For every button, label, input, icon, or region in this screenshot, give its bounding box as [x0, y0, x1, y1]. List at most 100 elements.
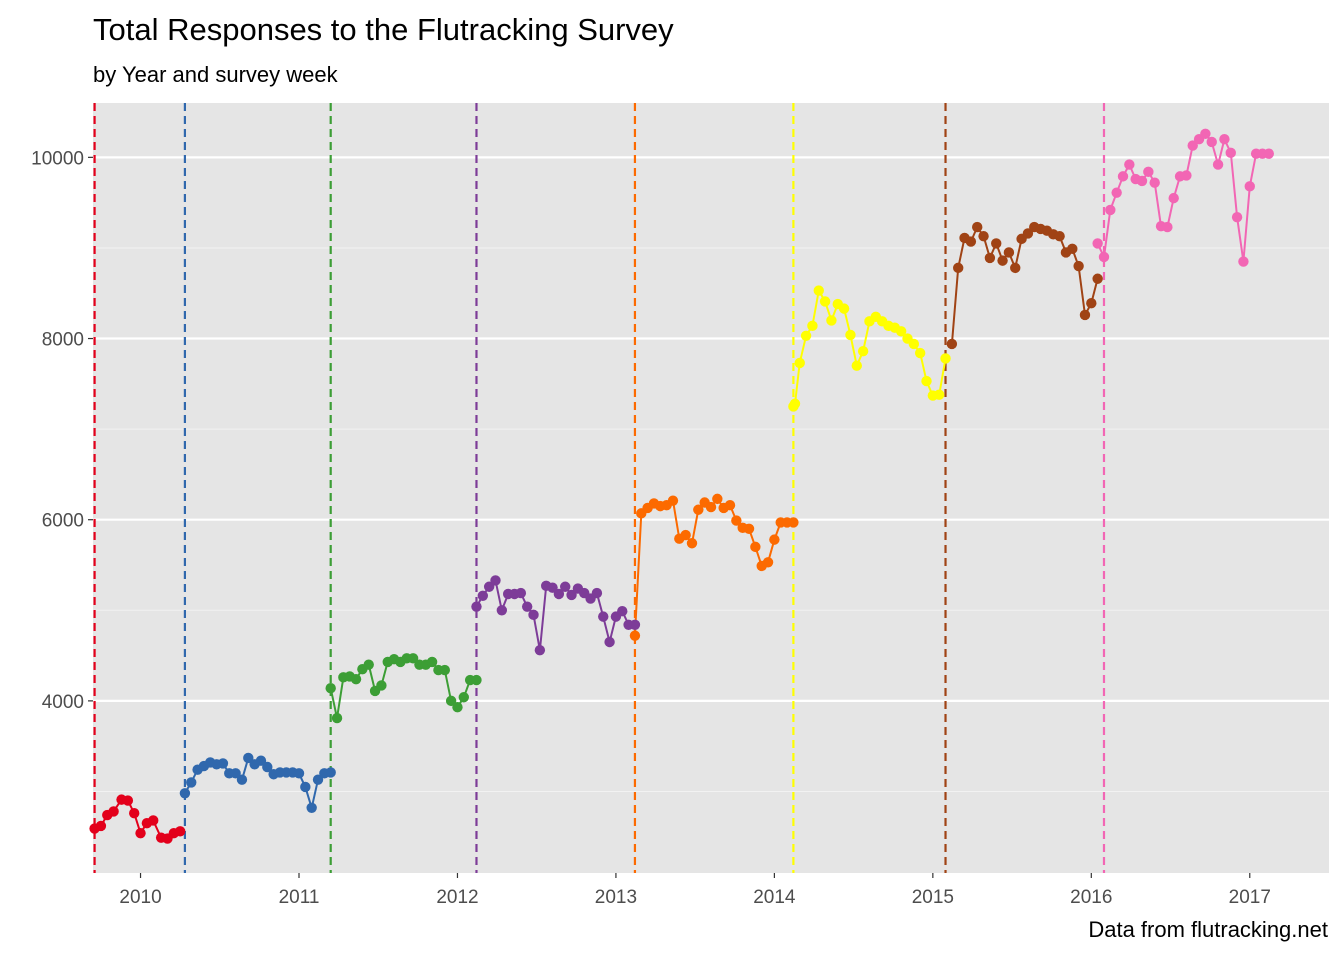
- x-tick-label: 2014: [753, 887, 796, 908]
- y-tick-label: 4000: [42, 692, 84, 713]
- data-point: [1212, 159, 1224, 170]
- data-point: [914, 347, 926, 359]
- data-point: [528, 609, 539, 621]
- data-point: [135, 827, 146, 839]
- y-tick-label: 8000: [42, 330, 84, 351]
- data-point: [1098, 251, 1110, 263]
- data-point: [953, 262, 964, 274]
- data-point: [762, 557, 774, 568]
- data-point: [807, 320, 818, 332]
- data-point: [312, 774, 324, 785]
- data-point: [667, 495, 679, 506]
- x-tick-label: 2012: [436, 887, 478, 908]
- data-point: [471, 674, 482, 686]
- data-point: [946, 338, 958, 350]
- major-gridlines: [93, 156, 1329, 702]
- data-point: [445, 695, 457, 707]
- data-point: [560, 581, 571, 592]
- data-point: [515, 587, 527, 599]
- data-point: [331, 712, 343, 724]
- data-point: [174, 826, 186, 837]
- data-point: [179, 788, 191, 799]
- y-tick-label: 6000: [42, 511, 84, 532]
- data-point: [705, 501, 717, 513]
- data-point: [712, 493, 723, 505]
- data-point: [566, 589, 577, 601]
- data-point: [1092, 273, 1103, 284]
- series-points: [89, 128, 1274, 844]
- data-point: [1117, 171, 1129, 182]
- data-point: [1263, 148, 1274, 159]
- data-point: [997, 255, 1008, 266]
- data-point: [426, 656, 438, 668]
- data-point: [921, 375, 932, 387]
- data-point: [1124, 159, 1135, 170]
- data-point: [407, 653, 419, 664]
- data-point: [306, 802, 317, 813]
- data-point: [686, 538, 698, 549]
- data-point: [1149, 177, 1160, 188]
- data-point: [769, 534, 780, 545]
- data-point: [1238, 256, 1249, 267]
- data-point: [243, 752, 254, 764]
- data-point: [1105, 204, 1116, 216]
- data-point: [680, 529, 691, 541]
- data-point: [1231, 211, 1243, 223]
- data-point: [965, 236, 977, 247]
- x-axis: 2010 2011 2012 2013 2014 2015 2016 2017: [119, 873, 1271, 908]
- data-point: [1244, 181, 1255, 192]
- data-point: [1143, 166, 1154, 178]
- data-point: [534, 644, 546, 656]
- data-point: [108, 806, 119, 817]
- data-point: [1168, 192, 1179, 204]
- x-tick-label: 2016: [1070, 887, 1112, 908]
- data-point: [972, 221, 983, 233]
- data-point: [293, 768, 305, 779]
- data-point: [1067, 243, 1078, 255]
- data-point: [591, 587, 603, 599]
- data-point: [1073, 260, 1084, 272]
- data-point: [724, 500, 736, 511]
- data-point: [991, 238, 1002, 249]
- data-point: [129, 808, 140, 819]
- data-point: [1079, 309, 1091, 321]
- data-point: [547, 582, 558, 593]
- data-point: [439, 664, 450, 676]
- data-point: [477, 590, 489, 601]
- data-point: [851, 360, 862, 371]
- data-point: [325, 683, 336, 694]
- data-point: [350, 673, 362, 685]
- data-point: [1162, 221, 1173, 233]
- data-point: [122, 795, 134, 806]
- data-point: [376, 680, 387, 691]
- data-point: [978, 230, 989, 242]
- data-point: [750, 541, 761, 553]
- data-point: [604, 636, 615, 648]
- data-point: [800, 330, 812, 342]
- data-point: [1086, 298, 1097, 309]
- data-point: [838, 303, 850, 314]
- data-point: [857, 346, 869, 357]
- data-point: [1022, 228, 1034, 239]
- data-point: [521, 601, 533, 612]
- data-point: [1225, 147, 1236, 159]
- data-point: [458, 692, 469, 703]
- data-point: [483, 581, 495, 592]
- data-point: [1219, 134, 1230, 145]
- data-point: [826, 315, 837, 326]
- data-point: [1187, 140, 1198, 151]
- x-tick-label: 2010: [119, 887, 161, 908]
- y-axis: 4000 6000 8000 10000: [31, 148, 93, 713]
- data-point: [471, 601, 482, 612]
- data-point: [598, 611, 609, 622]
- data-point: [629, 630, 641, 641]
- data-point: [845, 329, 856, 341]
- data-point: [490, 575, 501, 586]
- data-point: [1003, 247, 1015, 258]
- data-point: [255, 755, 267, 766]
- data-point: [788, 517, 799, 528]
- data-point: [217, 758, 229, 769]
- data-point: [262, 761, 273, 773]
- minor-gridlines: [93, 247, 1329, 792]
- data-point: [1054, 230, 1065, 242]
